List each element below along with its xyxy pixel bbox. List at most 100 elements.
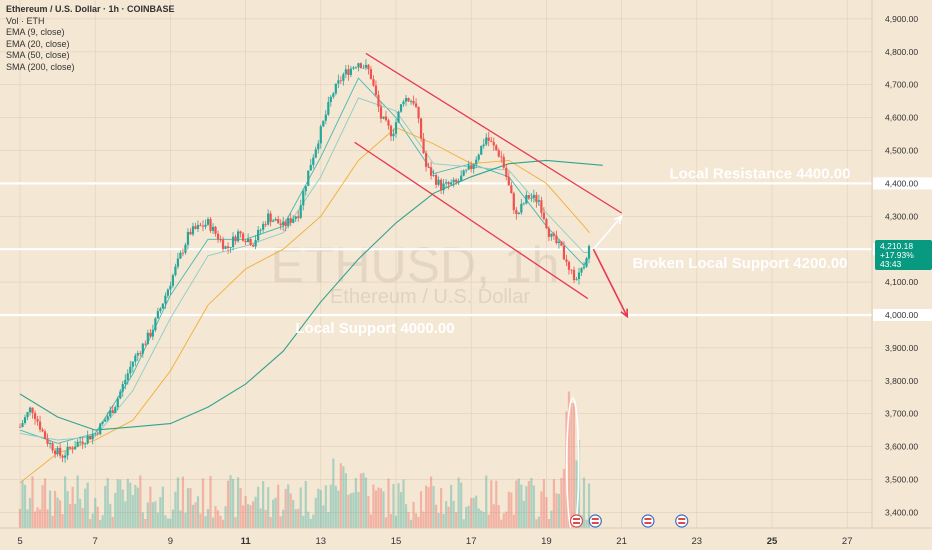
arrow-head (620, 308, 629, 319)
volume-bar (174, 491, 177, 528)
candle-body (166, 289, 169, 296)
volume-bar (79, 498, 82, 528)
candle-body (104, 419, 107, 422)
candle-body (239, 231, 242, 234)
price-badge-price: 4,210.18 (880, 241, 913, 251)
candle-body (48, 443, 52, 444)
price-tick-label: 3,900.00 (885, 343, 918, 353)
volume-bar (106, 478, 109, 528)
volume-bar (264, 509, 267, 528)
volume-bar (76, 475, 79, 528)
indicator-sma200[interactable]: SMA (200, close) (6, 61, 75, 72)
candle-body (36, 419, 39, 422)
candle-body (114, 407, 117, 414)
volume-bar (277, 484, 280, 528)
volume-bar (490, 480, 493, 528)
candle-body (231, 236, 235, 248)
candle-body (480, 146, 483, 155)
candle-body (71, 448, 74, 450)
candle-body (206, 219, 210, 225)
candle-body (64, 455, 67, 458)
time-tick-label: 17 (466, 536, 477, 547)
volume-bar (467, 505, 470, 528)
candle-body (419, 118, 423, 139)
candle-body (567, 261, 571, 270)
volume-bar (201, 478, 205, 528)
us-flag-icon[interactable] (675, 514, 689, 528)
candle-body (299, 205, 302, 218)
volume-bar (236, 477, 240, 528)
us-flag-icon[interactable] (588, 514, 602, 528)
candle-body (41, 429, 44, 432)
indicator-ema20[interactable]: EMA (20, close) (6, 38, 70, 49)
candle-body (427, 166, 430, 168)
volume-bar (61, 514, 64, 528)
candle-body (392, 133, 395, 137)
candle-body (184, 244, 187, 253)
volume-bar (204, 516, 207, 528)
time-tick-label: 9 (168, 536, 173, 547)
candle-body (309, 164, 312, 171)
candle-body (99, 423, 102, 435)
candle-body (53, 450, 57, 455)
candle-body (359, 63, 363, 69)
indicator-sma50[interactable]: SMA (50, close) (6, 50, 70, 60)
volume-bar (214, 506, 217, 528)
candle-body (284, 221, 287, 226)
indicator-ema9[interactable]: EMA (9, close) (6, 27, 65, 37)
candle-body (447, 182, 450, 185)
candle-body (307, 170, 310, 186)
candle-body (537, 200, 540, 202)
candle-body (515, 210, 518, 214)
candle-body (505, 167, 508, 178)
volume-bar (292, 499, 295, 528)
volume-bar (179, 510, 182, 528)
time-axis[interactable]: 5 7 9 11 13 15 17 19 21 23 25 27 (0, 527, 932, 550)
time-tick-label: 7 (93, 536, 98, 547)
candle-body (319, 126, 322, 144)
volume-bar (510, 492, 513, 528)
candle-body (577, 272, 581, 280)
candle-body (512, 193, 515, 211)
volume-bar (317, 488, 320, 528)
volume-bar (555, 493, 558, 528)
candle-body (91, 434, 94, 440)
volume-bar (119, 479, 122, 528)
candle-body (570, 269, 573, 271)
volume-bar (94, 498, 97, 528)
candle-body (452, 179, 455, 183)
us-flag-icon[interactable] (641, 514, 655, 528)
volume-bar (414, 513, 418, 528)
candle-body (121, 384, 124, 392)
channel-line-lower (354, 141, 589, 300)
indicator-volume[interactable]: Vol · ETH (6, 15, 45, 26)
candle-body (407, 98, 410, 102)
candle-body (106, 416, 109, 420)
volume-bar (477, 508, 480, 528)
volume-bar (96, 506, 99, 528)
candle-body (144, 343, 147, 345)
volume-bar (379, 488, 383, 528)
price-tick-label: 3,800.00 (885, 376, 918, 386)
candle-body (314, 149, 317, 158)
candle-body (26, 412, 29, 418)
event-marker-icon[interactable] (569, 514, 584, 528)
volume-bar (404, 504, 408, 528)
volume-bar (53, 490, 57, 528)
volume-bar (547, 519, 551, 528)
volume-bar (156, 512, 159, 528)
volume-bar (470, 498, 473, 528)
volume-bar (362, 472, 365, 528)
candle-body (344, 69, 347, 75)
candle-body (404, 98, 408, 102)
flag-stripe (591, 518, 599, 520)
candle-body (477, 154, 480, 160)
price-tick-label: 3,700.00 (885, 409, 918, 419)
level-labels: Local Resistance 4400.00 Broken Local Sup… (295, 165, 850, 337)
event-markers[interactable] (569, 514, 689, 528)
candle-body (234, 236, 237, 242)
volume-bar (482, 512, 485, 528)
volume-bar (412, 501, 415, 528)
candle-body (171, 275, 175, 286)
